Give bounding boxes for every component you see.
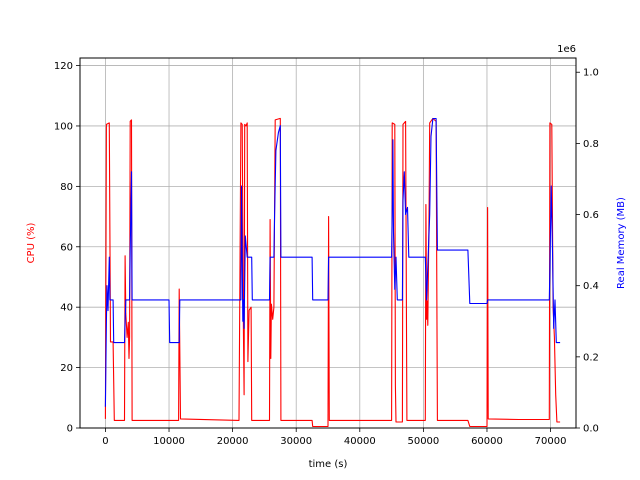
x-tick-label: 10000 — [153, 436, 185, 447]
x-tick-label: 50000 — [407, 436, 439, 447]
series-layer — [104, 117, 561, 428]
y-left-axis: 0 20 40 60 80 100 120 — [54, 61, 80, 435]
x-axis: 0 10000 20000 30000 40000 50000 60000 70000 — [102, 428, 566, 447]
y-left-tick-label: 120 — [54, 61, 73, 72]
x-tick-label: 20000 — [217, 436, 249, 447]
x-tick-label: 60000 — [471, 436, 503, 447]
x-tick-label: 40000 — [344, 436, 376, 447]
y-right-tick-label: 0.2 — [583, 352, 599, 363]
memory-series-line — [104, 117, 561, 407]
right-axis-offset-label: 1e6 — [557, 44, 576, 55]
y-right-tick-label: 1.0 — [583, 68, 599, 79]
y-right-tick-label: 0.6 — [583, 210, 599, 221]
y-left-tick-label: 100 — [54, 121, 73, 132]
y-left-tick-label: 60 — [60, 242, 73, 253]
x-tick-label: 70000 — [535, 436, 567, 447]
y-left-tick-label: 40 — [60, 303, 73, 314]
x-tick-label: 0 — [102, 436, 108, 447]
plot-frame — [79, 57, 577, 429]
x-tick-label: 30000 — [280, 436, 312, 447]
y-left-tick-label: 80 — [60, 182, 73, 193]
y-right-tick-label: 0.0 — [583, 424, 599, 435]
y-right-tick-label: 0.4 — [583, 281, 599, 292]
y-left-tick-label: 0 — [67, 424, 73, 435]
x-axis-label: time (s) — [309, 459, 348, 470]
y-right-axis-label: Real Memory (MB) — [616, 197, 627, 289]
y-right-tick-label: 0.8 — [583, 139, 599, 150]
y-left-tick-label: 20 — [60, 363, 73, 374]
cpu-series-line — [104, 117, 561, 428]
y-left-axis-label: CPU (%) — [26, 223, 37, 264]
y-right-axis: 0.0 0.2 0.4 0.6 0.8 1.0 — [576, 68, 599, 435]
